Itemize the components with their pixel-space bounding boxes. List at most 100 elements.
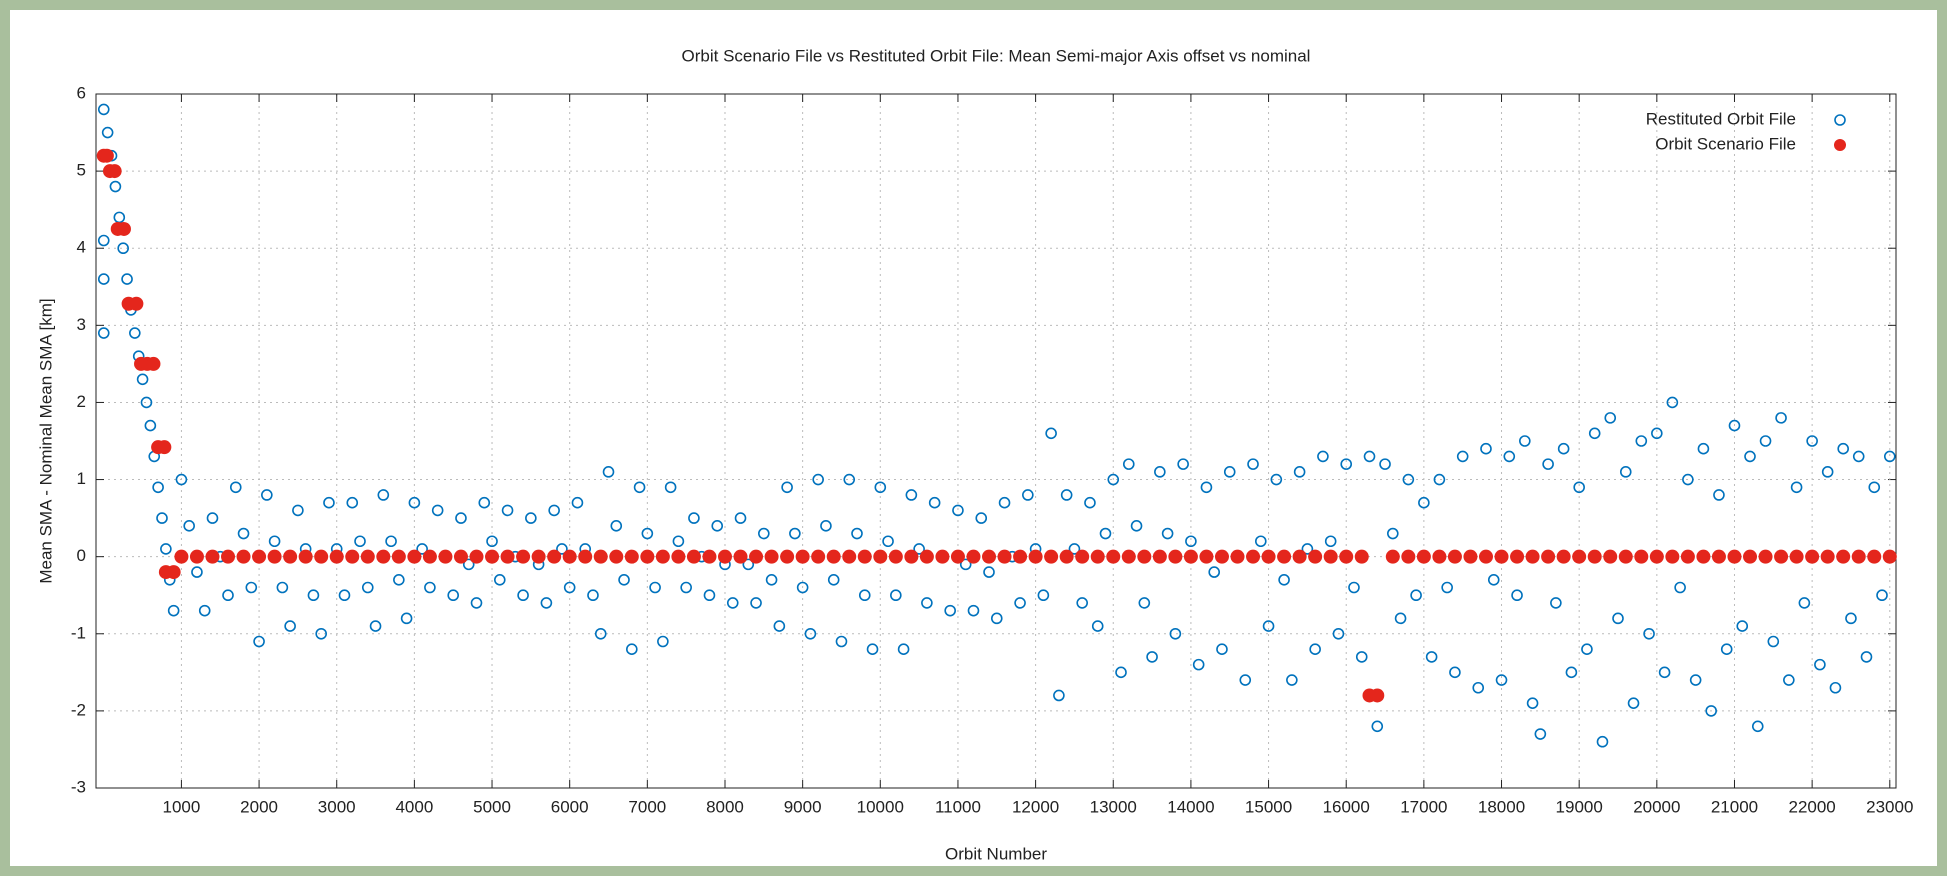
point	[1720, 643, 1733, 656]
point	[1363, 450, 1376, 463]
x-tick-label: 8000	[706, 797, 744, 816]
point	[602, 466, 615, 478]
point	[1278, 573, 1290, 586]
point	[1014, 597, 1026, 609]
point	[1519, 435, 1531, 447]
point	[571, 496, 584, 509]
point	[1068, 543, 1081, 555]
point	[1627, 697, 1640, 709]
point	[1829, 681, 1842, 694]
point	[1152, 549, 1167, 564]
point	[1557, 442, 1570, 455]
legend-marker	[1834, 114, 1846, 126]
point	[789, 527, 801, 540]
x-axis-label: Orbit Number	[945, 844, 1047, 863]
plot-border	[95, 93, 1897, 789]
point	[873, 549, 888, 564]
point	[1324, 535, 1337, 548]
point	[593, 549, 608, 564]
point	[1317, 450, 1329, 463]
point	[688, 512, 700, 524]
point	[493, 573, 506, 586]
point	[742, 558, 755, 571]
point	[562, 549, 577, 564]
x-tick-label: 7000	[628, 797, 666, 816]
point	[563, 581, 576, 594]
point	[236, 549, 251, 564]
point	[377, 489, 390, 501]
point	[323, 496, 335, 509]
point	[1790, 481, 1803, 494]
point	[640, 549, 655, 564]
point	[1651, 427, 1663, 440]
point	[1588, 427, 1601, 440]
point	[1044, 549, 1059, 564]
point	[1806, 435, 1818, 447]
point	[1612, 612, 1624, 625]
point	[1107, 473, 1120, 486]
point	[516, 549, 531, 564]
x-tick-label: 21000	[1711, 797, 1758, 816]
point	[1146, 651, 1158, 663]
point	[827, 573, 840, 586]
point	[1774, 549, 1789, 564]
point	[1138, 597, 1151, 609]
point	[156, 512, 168, 524]
point	[1309, 643, 1321, 656]
point	[982, 549, 997, 564]
point	[1775, 412, 1787, 424]
point	[1183, 549, 1198, 564]
point	[1665, 549, 1680, 564]
point	[928, 496, 941, 509]
x-tick-label: 15000	[1245, 797, 1292, 816]
x-tick-label: 6000	[551, 797, 589, 816]
point	[1332, 627, 1345, 640]
point	[292, 504, 304, 517]
point	[267, 549, 282, 564]
point	[587, 589, 599, 602]
point	[1447, 549, 1462, 564]
point	[609, 549, 624, 564]
point	[820, 520, 832, 532]
point	[1494, 549, 1509, 564]
point	[97, 234, 110, 247]
point	[1339, 549, 1354, 564]
point	[1503, 450, 1516, 463]
point	[314, 549, 329, 564]
point	[237, 527, 250, 540]
point	[146, 356, 161, 371]
point	[1511, 589, 1523, 602]
point	[1292, 549, 1307, 564]
point	[1526, 697, 1539, 709]
point	[711, 520, 724, 532]
point	[1185, 535, 1197, 548]
point	[1401, 549, 1416, 564]
point	[198, 604, 211, 617]
point	[1122, 458, 1135, 470]
point	[1254, 535, 1267, 548]
point	[1705, 705, 1717, 717]
point	[664, 481, 677, 494]
legend-marker	[1834, 139, 1846, 151]
point	[1682, 473, 1694, 486]
point	[129, 296, 144, 311]
point	[967, 604, 980, 617]
point	[913, 543, 925, 555]
point	[835, 635, 848, 648]
point	[610, 520, 623, 532]
point	[812, 473, 824, 486]
point	[765, 573, 778, 586]
point	[1736, 620, 1749, 632]
point	[360, 549, 375, 564]
x-tick-label: 19000	[1556, 797, 1603, 816]
point	[1480, 442, 1492, 455]
point	[888, 549, 903, 564]
x-tick-label: 11000	[935, 797, 981, 816]
x-tick-label: 9000	[784, 797, 822, 816]
point	[174, 549, 189, 564]
point	[116, 221, 131, 236]
point	[189, 549, 204, 564]
point	[1758, 549, 1773, 564]
point	[1565, 666, 1578, 679]
